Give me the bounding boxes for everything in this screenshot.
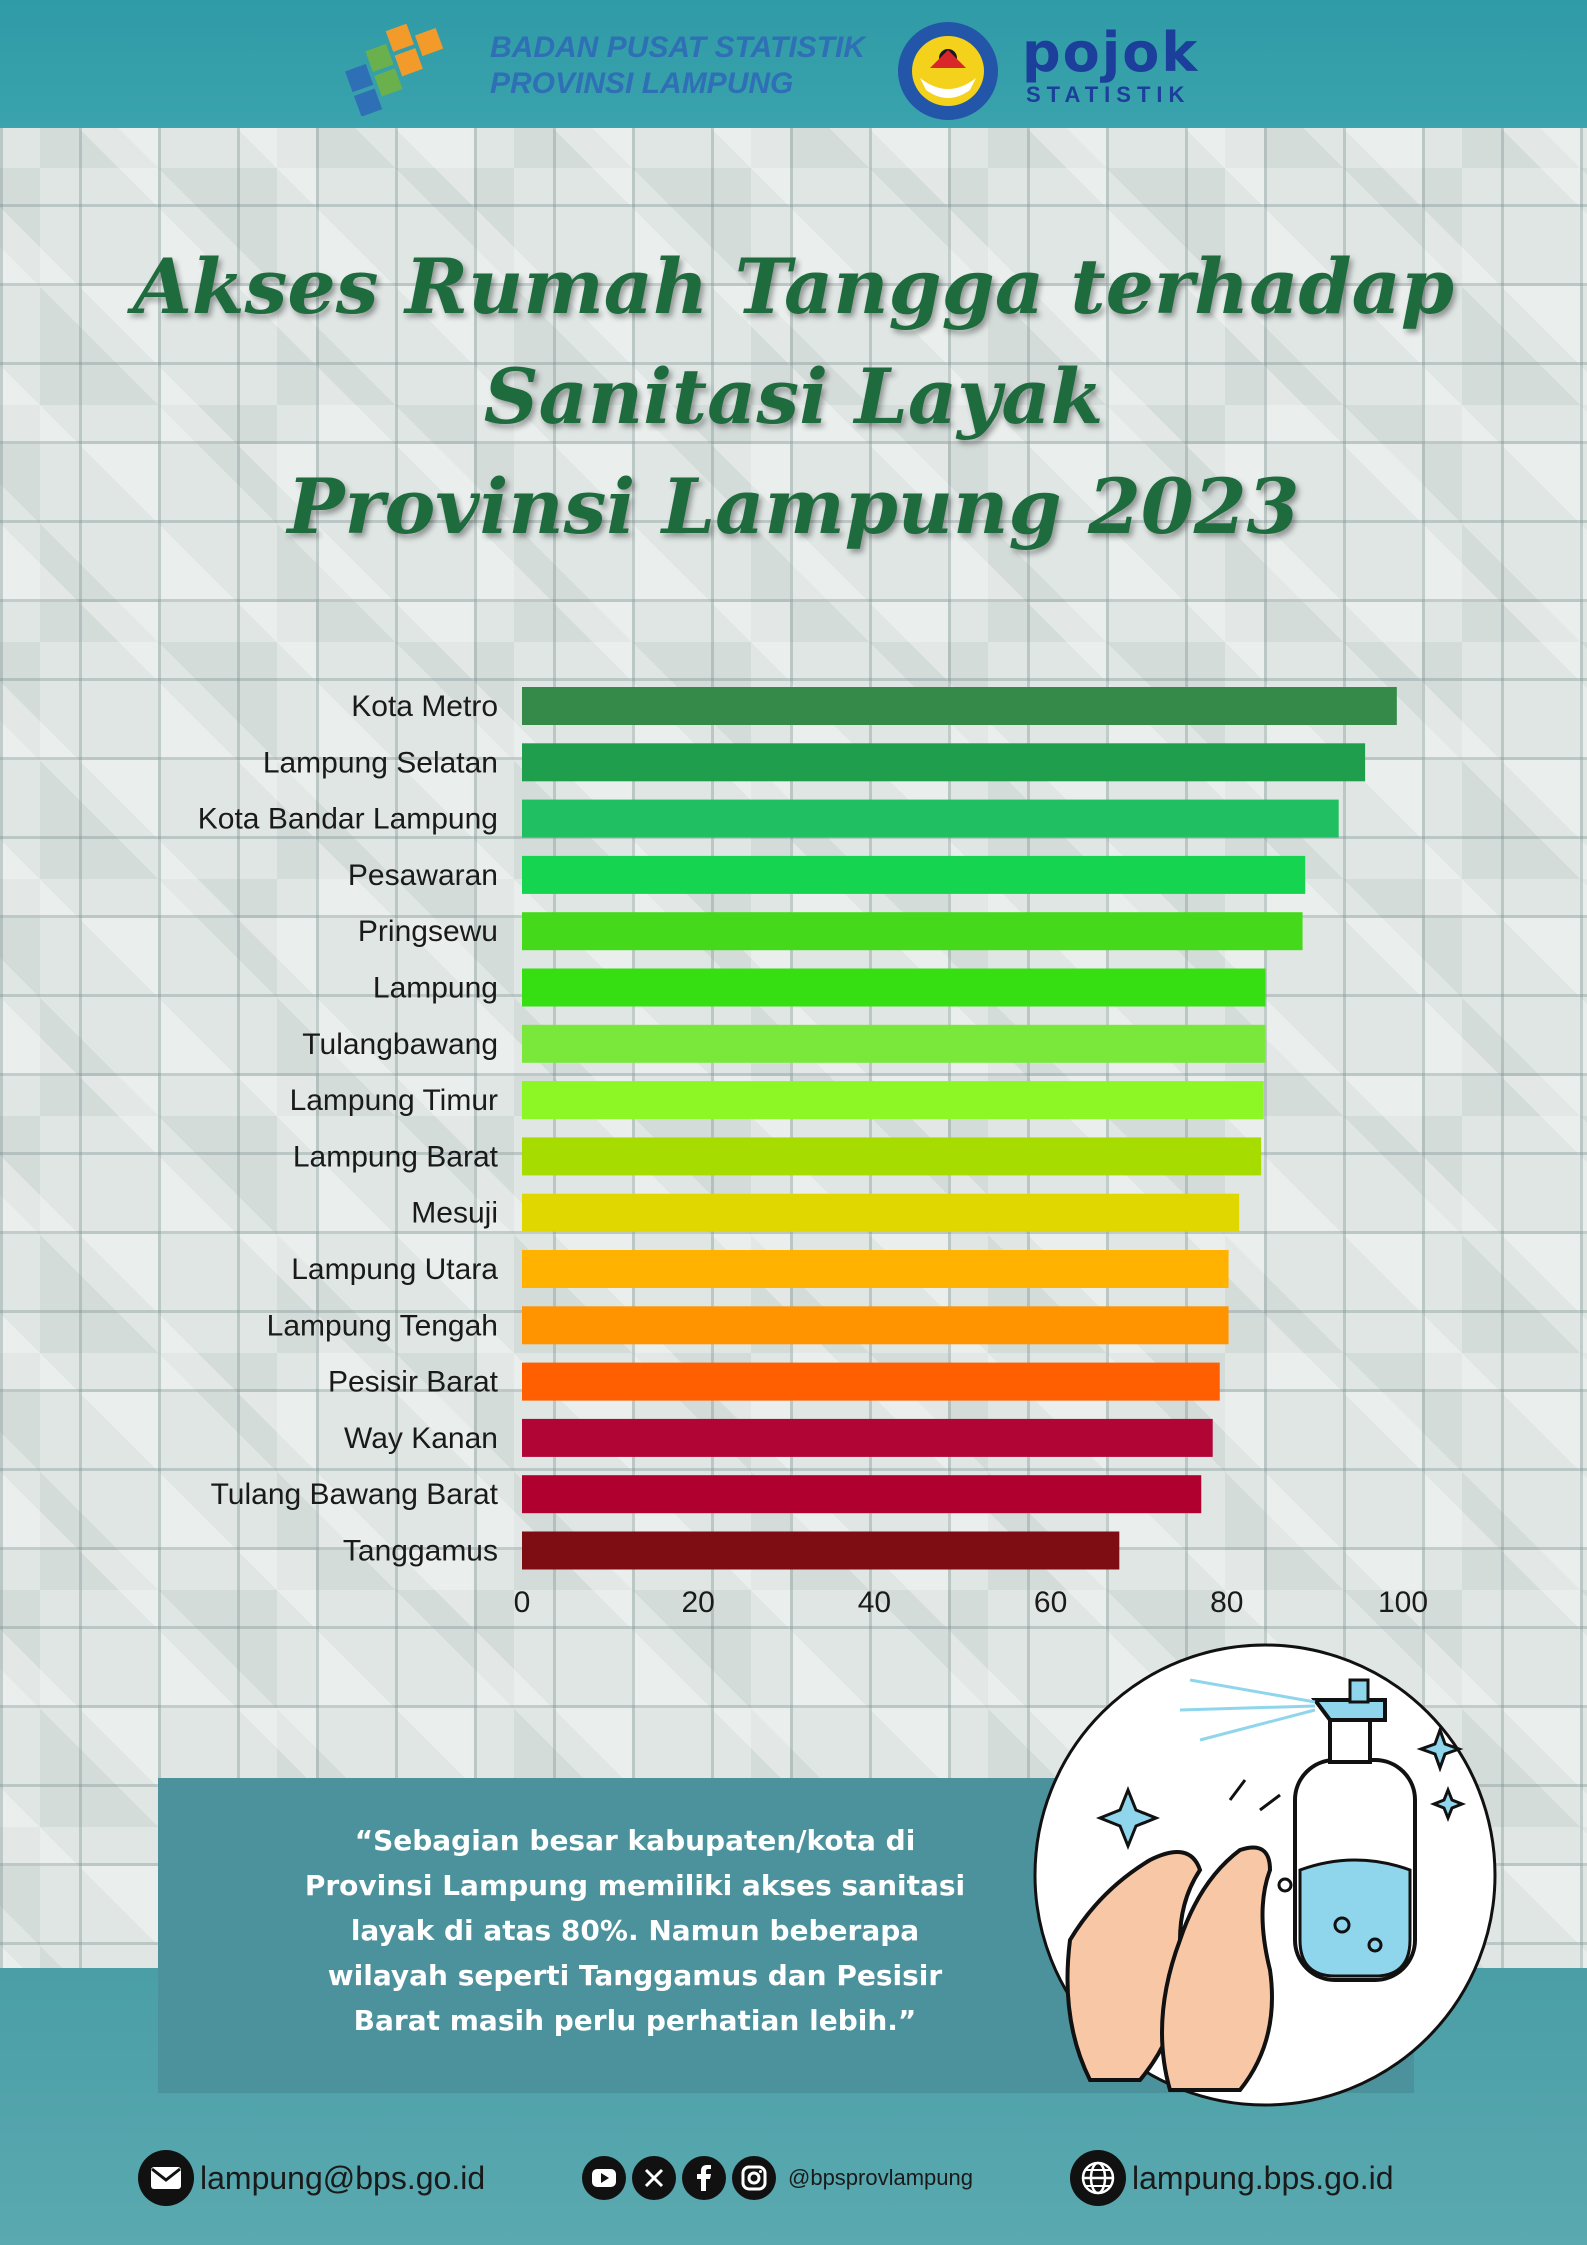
pojok-statistik-logo: pojok STATISTIK	[1022, 24, 1199, 108]
x-twitter-icon[interactable]	[632, 2156, 676, 2200]
hand-sanitizer-illustration-icon	[1033, 1643, 1497, 2107]
category-label-2: Kota Bandar Lampung	[198, 803, 498, 836]
category-label-1: Lampung Selatan	[263, 746, 498, 779]
page-title: Akses Rumah Tangga terhadap Sanitasi Lay…	[0, 232, 1587, 562]
category-label-13: Way Kanan	[344, 1422, 498, 1455]
bar-14	[522, 1475, 1202, 1514]
category-label-6: Tulangbawang	[302, 1028, 498, 1061]
unila-seal-icon	[898, 22, 998, 120]
instagram-icon[interactable]	[732, 2156, 776, 2200]
category-label-3: Pesawaran	[348, 859, 498, 892]
bar-4	[522, 912, 1303, 951]
bar-1	[522, 743, 1366, 782]
category-label-14: Tulang Bawang Barat	[211, 1478, 499, 1511]
bar-chart: Kota Metro Lampung Selatan Kota Bandar Lam…	[198, 687, 1428, 1619]
bar-6	[522, 1024, 1266, 1063]
bar-12	[522, 1362, 1220, 1401]
category-label-8: Lampung Barat	[293, 1140, 499, 1173]
bps-org-name: BADAN PUSAT STATISTIK PROVINSI LAMPUNG	[490, 30, 865, 102]
bar-11	[522, 1306, 1229, 1345]
mail-icon	[138, 2150, 194, 2206]
x-tick-5: 100	[1378, 1586, 1428, 1619]
facebook-icon[interactable]	[682, 2156, 726, 2200]
youtube-icon[interactable]	[582, 2156, 626, 2200]
title-line2: Sanitasi Layak	[483, 352, 1104, 441]
pojok-sub: STATISTIK	[1026, 82, 1191, 107]
x-tick-3: 60	[1034, 1586, 1067, 1619]
bar-2	[522, 799, 1339, 838]
x-tick-4: 80	[1210, 1586, 1243, 1619]
bar-8	[522, 1137, 1262, 1176]
category-label-9: Mesuji	[411, 1197, 498, 1230]
bar-5	[522, 968, 1266, 1007]
chart-x-ticks: 0 20 40 60 80 100	[514, 1586, 1428, 1619]
category-label-4: Pringsewu	[358, 915, 498, 948]
chart-bars	[522, 687, 1397, 1570]
category-label-15: Tanggamus	[343, 1535, 498, 1568]
bar-0	[522, 687, 1397, 725]
title-line3: Provinsi Lampung 2023	[287, 462, 1300, 551]
category-label-0: Kota Metro	[351, 690, 498, 723]
x-tick-0: 0	[514, 1586, 531, 1619]
pojok-word: pojok	[1022, 21, 1200, 84]
category-label-5: Lampung	[373, 972, 498, 1005]
bps-logo-icon	[345, 24, 444, 116]
x-tick-2: 40	[858, 1586, 891, 1619]
category-label-10: Lampung Utara	[291, 1253, 498, 1286]
x-tick-1: 20	[682, 1586, 715, 1619]
bar-10	[522, 1250, 1229, 1288]
chart-category-labels: Kota Metro Lampung Selatan Kota Bandar Lam…	[198, 690, 499, 1568]
bar-15	[522, 1531, 1120, 1570]
footer: lampung@bps.go.id @bpsprovlampung lampun…	[0, 2150, 1587, 2220]
quote-text: “Sebagian besar kabupaten/kota di Provin…	[304, 1824, 966, 2037]
title-line1: Akses Rumah Tangga terhadap	[132, 242, 1455, 331]
bar-13	[522, 1418, 1213, 1457]
bar-7	[522, 1081, 1264, 1120]
bar-9	[522, 1193, 1240, 1232]
footer-website[interactable]: lampung.bps.go.id	[1070, 2150, 1394, 2206]
org-line2: PROVINSI LAMPUNG	[490, 67, 794, 100]
category-label-11: Lampung Tengah	[267, 1309, 498, 1342]
category-label-12: Pesisir Barat	[328, 1366, 499, 1399]
header: BADAN PUSAT STATISTIK PROVINSI LAMPUNG p…	[0, 0, 1587, 128]
category-label-7: Lampung Timur	[290, 1084, 498, 1117]
org-line1: BADAN PUSAT STATISTIK	[490, 31, 865, 64]
footer-email[interactable]: lampung@bps.go.id	[138, 2150, 485, 2206]
globe-icon	[1070, 2150, 1126, 2206]
footer-website-text: lampung.bps.go.id	[1132, 2159, 1394, 2196]
footer-email-text: lampung@bps.go.id	[200, 2159, 486, 2196]
footer-social-handle: @bpsprovlampung	[788, 2165, 973, 2190]
bar-3	[522, 855, 1306, 894]
footer-social[interactable]: @bpsprovlampung	[582, 2156, 973, 2200]
